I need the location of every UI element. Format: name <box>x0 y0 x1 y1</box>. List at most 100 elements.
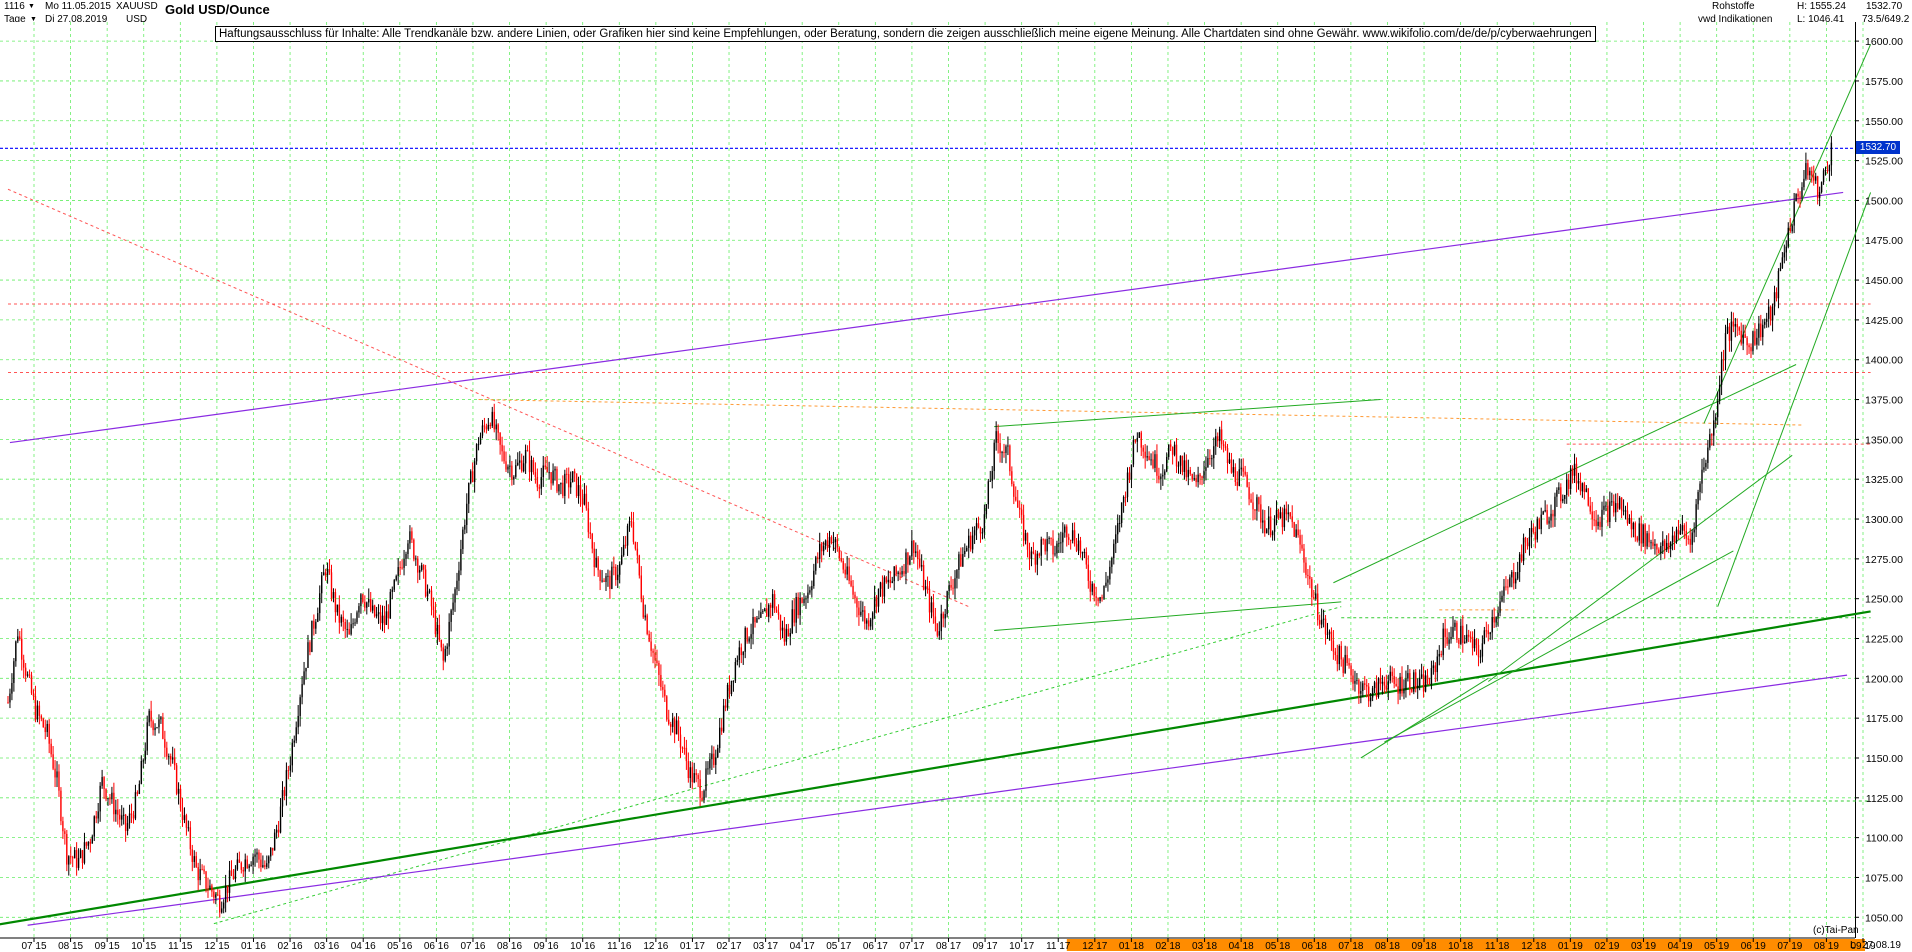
candle-down <box>207 888 209 890</box>
dashed-lines <box>0 147 1871 925</box>
candle-down <box>387 611 390 619</box>
candle-up <box>1177 465 1180 467</box>
candle-up <box>815 557 817 571</box>
candle-down <box>338 604 341 623</box>
candle-down <box>1185 460 1188 478</box>
candle-up <box>1585 488 1588 492</box>
candle-down <box>283 790 286 796</box>
candle-up <box>270 847 272 857</box>
candle-up <box>368 599 370 603</box>
candle-down <box>313 620 315 629</box>
x-tick-label: 03 17 <box>753 941 778 952</box>
candle-down <box>1636 537 1638 541</box>
candle-up <box>446 646 448 649</box>
candle-up <box>1356 679 1358 681</box>
period-select[interactable]: Tage <box>4 14 26 25</box>
candle-down <box>119 814 121 820</box>
candle-up <box>1164 471 1166 475</box>
candle-up <box>1756 337 1758 345</box>
x-tick-label: 10 18 <box>1448 941 1473 952</box>
candle-down <box>1289 512 1291 517</box>
candle-down <box>1728 326 1731 341</box>
candle-up <box>148 710 150 723</box>
candle-up <box>470 471 472 483</box>
candle-up <box>1338 645 1340 665</box>
candle-down <box>597 557 599 571</box>
candle-up <box>1495 616 1497 623</box>
candle-down <box>656 660 658 664</box>
candle-up <box>473 461 476 483</box>
candle-up <box>183 815 186 821</box>
candle-up <box>1699 483 1701 493</box>
candle-up <box>311 620 313 652</box>
candle-down <box>1044 539 1046 552</box>
candle-up <box>221 908 223 913</box>
candle-down <box>1526 542 1529 547</box>
candle-up <box>605 576 607 583</box>
candle-up <box>1193 478 1195 480</box>
dashed-line <box>478 399 1802 426</box>
candle-down <box>1732 321 1735 327</box>
candle-up <box>1005 446 1007 453</box>
candle-up <box>768 604 770 617</box>
candle-down <box>673 718 676 735</box>
chart-title: Gold USD/Ounce <box>165 2 270 17</box>
candle-down <box>1397 686 1399 694</box>
candle-down <box>442 647 444 661</box>
candle-up <box>248 865 250 869</box>
chevron-down-icon[interactable]: ▼ <box>30 16 37 23</box>
credit-label: (c)Tai-Pan <box>1813 925 1859 936</box>
candle-up <box>1256 497 1258 511</box>
candle-down <box>581 498 584 505</box>
candle-up <box>1377 678 1380 697</box>
candle-down <box>413 539 415 560</box>
candle-down <box>1409 673 1411 689</box>
candle-down <box>1426 675 1429 684</box>
candle-down <box>1738 327 1740 331</box>
candle-up <box>395 576 397 581</box>
candle-down <box>1195 478 1197 483</box>
candle-up <box>391 589 393 592</box>
candle-up <box>1103 586 1105 599</box>
chevron-down-icon[interactable]: ▼ <box>28 3 35 10</box>
candle-down <box>1022 514 1025 541</box>
candle-up <box>744 628 746 652</box>
candle-down <box>526 450 529 452</box>
candle-up <box>450 610 452 622</box>
x-tick-label: 04 17 <box>790 941 815 952</box>
y-tick-label: 1200.00 <box>1865 673 1903 685</box>
candle-up <box>1638 523 1640 541</box>
candle-down <box>1332 640 1335 652</box>
candle-up <box>1716 400 1719 418</box>
candle-down <box>201 869 203 871</box>
candle-up <box>1266 529 1268 534</box>
candle-up <box>332 592 335 598</box>
candle-down <box>191 849 193 862</box>
candle-down <box>1440 653 1442 656</box>
trend-line <box>27 674 1848 926</box>
candle-up <box>1544 510 1546 512</box>
candle-down <box>977 523 980 528</box>
candle-up <box>1064 526 1066 533</box>
candle-down <box>1736 324 1738 328</box>
candle-up <box>377 612 380 615</box>
candle-up <box>1105 582 1107 587</box>
candle-down <box>1552 513 1554 517</box>
candle-down <box>1246 474 1248 487</box>
candle-up <box>254 854 256 857</box>
candle-up <box>468 482 470 504</box>
candle-down <box>1689 538 1691 545</box>
candle-up <box>873 596 876 613</box>
candle-up <box>1654 543 1656 546</box>
candle-down <box>1462 625 1464 643</box>
candle-down <box>713 753 715 765</box>
bar-count[interactable]: 1116 <box>4 1 25 12</box>
candle-up <box>1703 467 1705 470</box>
candle-up <box>891 581 893 583</box>
x-tick-label: 11 18 <box>1485 941 1510 952</box>
candle-up <box>1362 683 1364 692</box>
candle-down <box>642 599 644 618</box>
candle-down <box>1813 175 1815 181</box>
candle-down <box>217 894 219 896</box>
